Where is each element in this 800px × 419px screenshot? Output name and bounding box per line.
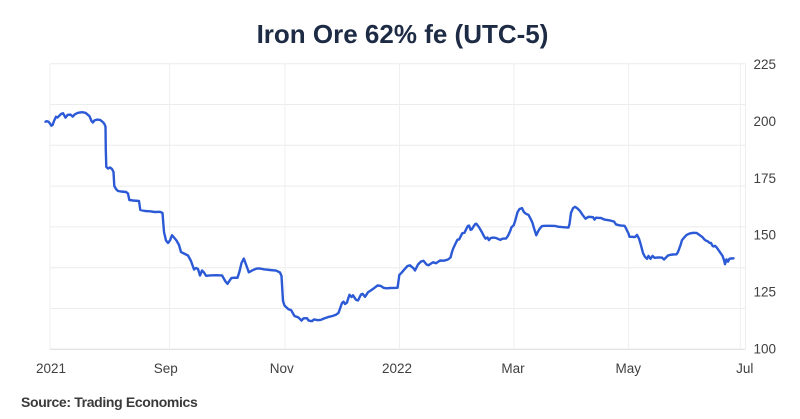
- svg-text:2022: 2022: [382, 361, 412, 376]
- svg-text:Sep: Sep: [154, 361, 178, 376]
- svg-text:Mar: Mar: [501, 361, 525, 376]
- svg-text:100: 100: [754, 342, 777, 357]
- svg-text:225: 225: [754, 57, 777, 72]
- svg-text:175: 175: [754, 171, 777, 186]
- svg-text:Jul: Jul: [736, 361, 753, 376]
- svg-text:150: 150: [754, 228, 777, 243]
- svg-text:200: 200: [754, 114, 777, 129]
- svg-text:May: May: [616, 361, 642, 376]
- svg-text:Nov: Nov: [270, 361, 294, 376]
- svg-text:2021: 2021: [36, 361, 66, 376]
- svg-text:125: 125: [754, 285, 777, 300]
